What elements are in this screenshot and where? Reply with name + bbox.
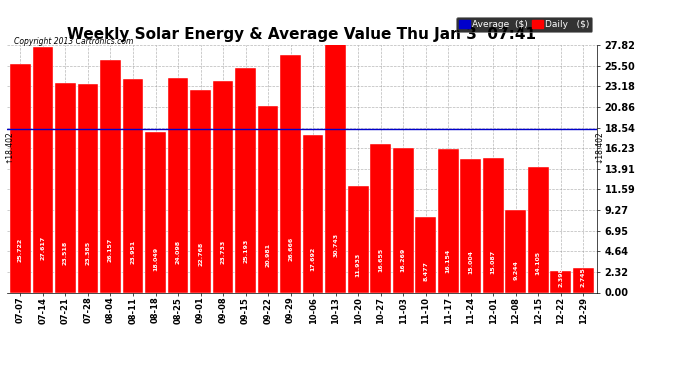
Text: 25.722: 25.722: [18, 238, 23, 262]
Bar: [371, 144, 391, 292]
Bar: [258, 106, 279, 292]
Text: 11.933: 11.933: [355, 253, 361, 277]
Text: 30.743: 30.743: [333, 233, 338, 257]
Text: 20.981: 20.981: [266, 243, 270, 267]
Bar: [213, 81, 233, 292]
Bar: [415, 217, 436, 292]
Text: 15.087: 15.087: [491, 250, 496, 274]
Bar: [145, 132, 166, 292]
Bar: [123, 80, 144, 292]
Bar: [506, 210, 526, 292]
Text: 16.655: 16.655: [378, 248, 383, 272]
Text: ↓18.402: ↓18.402: [595, 130, 604, 164]
Bar: [235, 68, 256, 292]
Text: ↑18.402: ↑18.402: [5, 130, 14, 164]
Text: 16.269: 16.269: [401, 248, 406, 273]
Text: 23.518: 23.518: [63, 240, 68, 265]
Bar: [100, 60, 121, 292]
Text: 23.385: 23.385: [86, 241, 90, 265]
Text: 8.477: 8.477: [423, 261, 428, 281]
Bar: [551, 271, 571, 292]
Text: 2.745: 2.745: [581, 267, 586, 287]
Text: 2.398: 2.398: [558, 267, 563, 287]
Bar: [483, 158, 504, 292]
Bar: [190, 90, 211, 292]
Text: 17.692: 17.692: [310, 247, 315, 271]
Text: 25.193: 25.193: [243, 238, 248, 263]
Bar: [303, 135, 324, 292]
Text: 22.768: 22.768: [198, 241, 203, 266]
Bar: [10, 64, 31, 292]
Text: Copyright 2013 Cartronics.com: Copyright 2013 Cartronics.com: [14, 38, 133, 46]
Text: 23.733: 23.733: [221, 240, 226, 264]
Text: 18.049: 18.049: [153, 246, 158, 270]
Bar: [393, 148, 413, 292]
Bar: [55, 83, 76, 292]
Text: 16.154: 16.154: [446, 248, 451, 273]
Bar: [32, 47, 53, 292]
Bar: [348, 186, 368, 292]
Text: 26.666: 26.666: [288, 237, 293, 261]
Bar: [168, 78, 188, 292]
Bar: [325, 19, 346, 292]
Text: 14.105: 14.105: [536, 251, 541, 275]
Text: 26.157: 26.157: [108, 238, 113, 262]
Bar: [573, 268, 593, 292]
Bar: [280, 55, 301, 292]
Bar: [77, 84, 98, 292]
Bar: [460, 159, 481, 292]
Text: 23.951: 23.951: [130, 240, 135, 264]
Text: 15.004: 15.004: [469, 250, 473, 274]
Bar: [528, 167, 549, 292]
Bar: [438, 149, 459, 292]
Text: 9.244: 9.244: [513, 260, 518, 280]
Text: 24.098: 24.098: [175, 240, 181, 264]
Legend: Average  ($), Daily   ($): Average ($), Daily ($): [456, 17, 592, 32]
Text: 27.617: 27.617: [41, 236, 46, 260]
Title: Weekly Solar Energy & Average Value Thu Jan 3  07:41: Weekly Solar Energy & Average Value Thu …: [68, 27, 536, 42]
